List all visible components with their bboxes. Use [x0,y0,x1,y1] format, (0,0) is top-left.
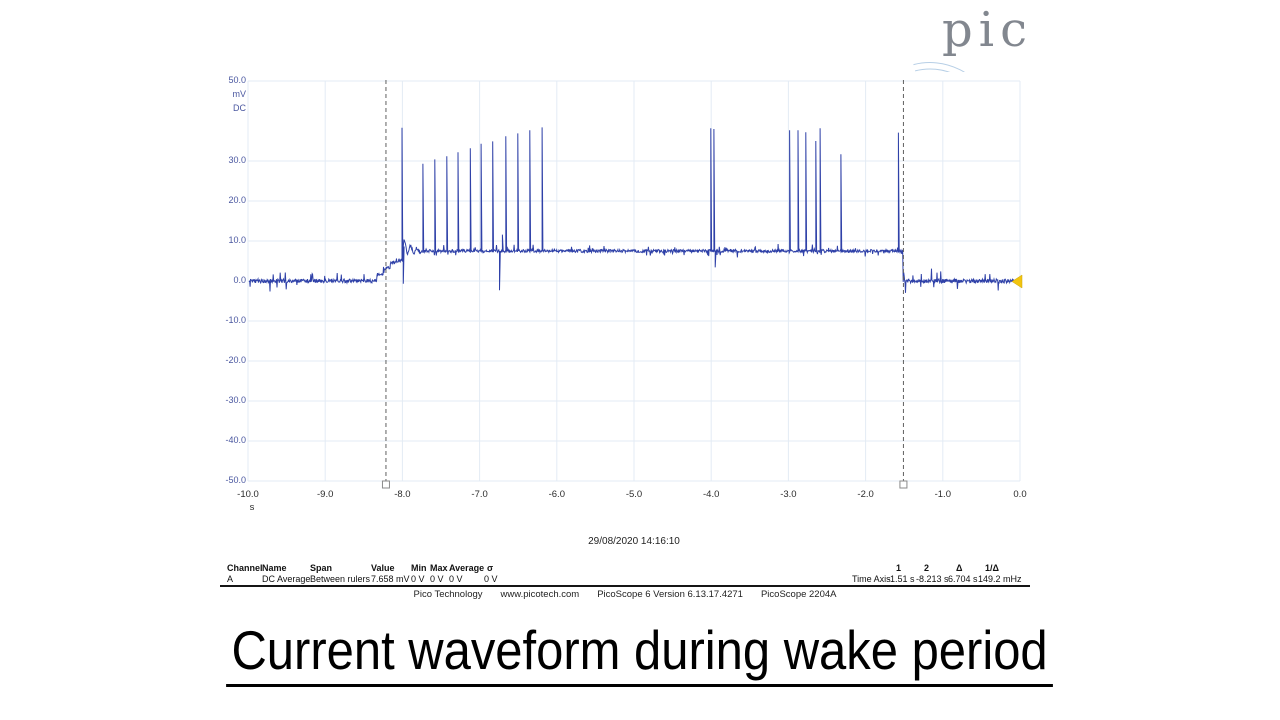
y-axis-tick-label: 50.0 [228,75,246,85]
scope-footer: Pico Technology www.picotech.com PicoSco… [220,589,1030,600]
ruler-delta-value: 6.704 s [948,574,978,584]
col-header-max: Max [430,563,448,573]
y-axis-tick-label: 10.0 [228,235,246,245]
col-header-min: Min [411,563,427,573]
y-axis-tick-label: 30.0 [228,155,246,165]
capture-timestamp: 29/08/2020 14:16:10 [588,536,680,547]
y-axis-tick-label: -40.0 [225,435,246,445]
col-header-average: Average [449,563,485,573]
y-axis-unit-dc: DC [233,103,246,113]
y-axis-tick-label: -50.0 [225,475,246,485]
ruler-row-label: Time Axis [852,574,891,584]
channel-a-zero-marker-icon[interactable] [1011,274,1023,289]
ruler-header-2: 2 [924,563,930,573]
x-axis-tick-label: -5.0 [625,489,643,500]
x-axis-tick-label: -6.0 [548,489,565,500]
logo-text: pic [942,2,1033,58]
y-axis-tick-label: 0.0 [233,275,246,285]
x-axis-unit: s [249,502,255,513]
y-axis-tick-label: -10.0 [225,315,246,325]
ruler-inverse-delta-value: 149.2 mHz [978,574,1022,584]
ruler-1-value: -1.51 s [887,574,915,584]
x-axis-tick-label: -1.0 [934,489,951,500]
x-axis-tick-label: -7.0 [471,489,488,500]
time-ruler-handle[interactable] [381,480,390,489]
col-header-channel: Channel [227,563,263,573]
x-axis-tick-label: -2.0 [857,489,874,500]
footer-company: Pico Technology [413,589,483,600]
measure-max: 0 V [430,574,444,584]
x-axis-tick-label: -4.0 [703,489,720,500]
page-title: Current waveform during wake period [226,619,1054,687]
time-ruler-handle[interactable] [899,480,908,489]
channel-a-waveform [248,239,1015,293]
footer-device-model: PicoScope 2204A [760,589,837,600]
waveform-spikes [401,127,900,291]
table-divider [220,585,1030,587]
ruler-header-inverse-delta: 1/Δ [985,563,999,573]
measure-span: Between rulers [310,574,371,584]
x-axis-tick-label: 0.0 [1013,489,1027,500]
col-header-value: Value [371,563,395,573]
x-axis-tick-label: -8.0 [394,489,411,500]
footer-website: www.picotech.com [500,589,580,600]
x-axis-tick-label: -3.0 [780,489,797,500]
measure-average: 0 V [449,574,463,584]
measure-value: 7.658 mV [371,574,410,584]
footer-software-version: PicoScope 6 Version 6.13.17.4271 [597,589,743,600]
measure-sigma: 0 V [484,574,498,584]
measure-channel: A [227,574,234,584]
x-axis-tick-label: -10.0 [237,489,259,500]
ruler-2-value: -8.213 s [916,574,949,584]
waveform-plot [247,80,1023,489]
col-header-sigma: σ [487,563,494,573]
col-header-span: Span [310,563,333,573]
x-axis-tick-label: -9.0 [317,489,334,500]
measure-min: 0 V [411,574,425,584]
y-axis-tick-label: -30.0 [225,395,246,405]
measure-name: DC Average [262,574,311,584]
col-header-name: Name [262,563,287,573]
ruler-header-1: 1 [896,563,902,573]
y-axis-unit-mv: mV [232,89,247,99]
y-axis-tick-label: 20.0 [228,195,246,205]
y-axis-tick-label: -20.0 [225,355,246,365]
title-block: Current waveform during wake period [0,619,1280,687]
ruler-header-delta: Δ [956,563,963,573]
